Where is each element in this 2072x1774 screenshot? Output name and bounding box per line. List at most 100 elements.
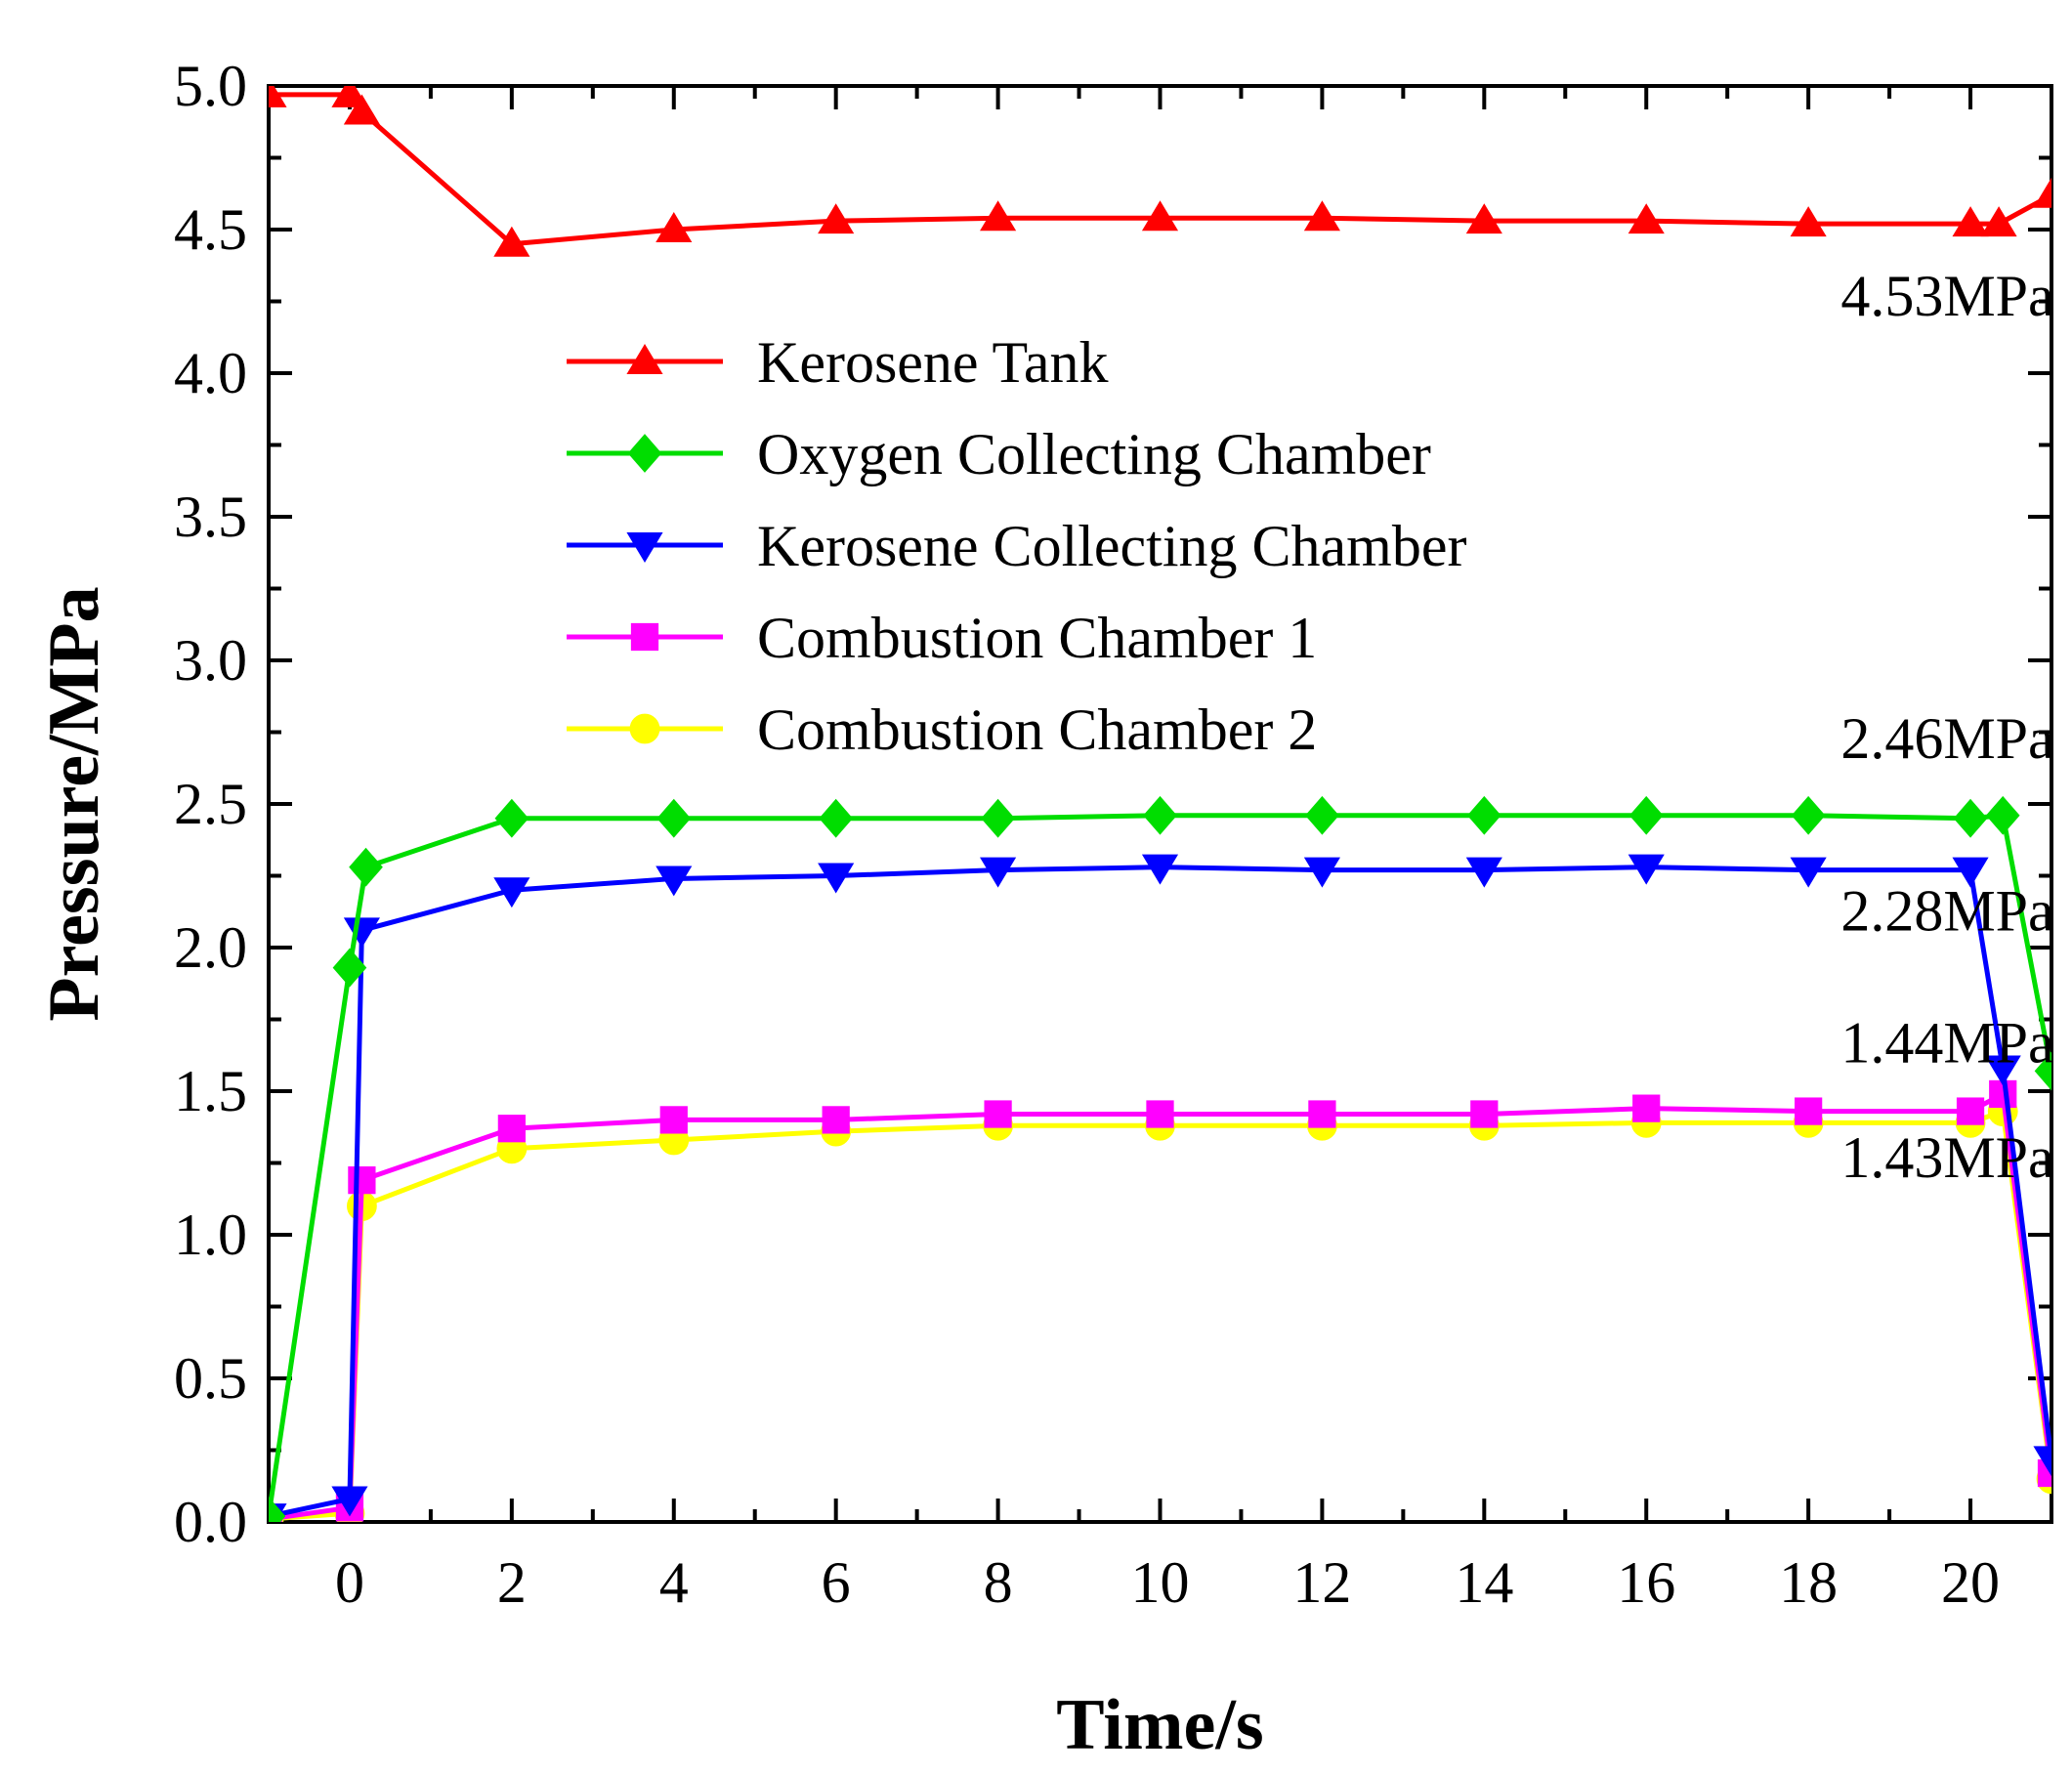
- series-marker: [818, 203, 855, 234]
- value-annotation: 1.44MPa: [1840, 1011, 2053, 1076]
- legend-entry: Oxygen Collecting Chamber: [567, 422, 1431, 486]
- legend-label: Combustion Chamber 1: [757, 606, 1317, 670]
- series-marker: [984, 1100, 1012, 1128]
- series-marker: [1956, 1097, 1985, 1125]
- series-marker: [1303, 857, 1340, 888]
- series-marker: [1465, 857, 1502, 888]
- series-kerosene-collecting-chamber: [269, 854, 2051, 1522]
- series-marker: [626, 344, 663, 374]
- x-tick-label: 14: [1455, 1550, 1513, 1615]
- series-marker: [1470, 1100, 1499, 1128]
- series-marker: [629, 713, 660, 744]
- series-marker: [655, 866, 693, 897]
- y-tick-label: 4.0: [174, 341, 247, 405]
- series-marker: [1308, 1100, 1336, 1128]
- series-marker: [1790, 206, 1827, 237]
- y-tick-label: 0.5: [174, 1346, 247, 1411]
- series-marker: [818, 863, 855, 894]
- series-marker: [332, 948, 367, 988]
- series-marker: [1790, 857, 1827, 888]
- series-marker: [1985, 795, 2020, 835]
- series-combustion-chamber-2: [269, 1096, 2051, 1522]
- series-marker: [1628, 203, 1665, 234]
- y-tick-label: 0.0: [174, 1490, 247, 1554]
- series-marker: [627, 434, 662, 473]
- series-marker: [493, 226, 530, 257]
- y-tick-label: 3.5: [174, 485, 247, 549]
- x-tick-label: 0: [335, 1550, 364, 1615]
- series-marker: [2033, 1446, 2051, 1477]
- series-marker: [1465, 203, 1502, 234]
- series-marker: [1466, 795, 1501, 835]
- series-line: [269, 1109, 2051, 1522]
- x-tick-label: 2: [497, 1550, 527, 1615]
- series-marker: [1632, 1094, 1661, 1122]
- series-marker: [1628, 854, 1665, 885]
- series-marker: [343, 94, 380, 125]
- series-marker: [1303, 200, 1340, 232]
- legend-entry: Kerosene Collecting Chamber: [567, 514, 1466, 578]
- y-tick-label: 5.0: [174, 54, 247, 118]
- series-marker: [1628, 795, 1664, 835]
- x-tick-label: 6: [822, 1550, 851, 1615]
- series-marker: [1952, 857, 1989, 888]
- series-marker: [981, 798, 1015, 838]
- y-axis-title: Pressure/MPa: [34, 586, 114, 1021]
- x-tick-label: 10: [1131, 1550, 1190, 1615]
- value-annotation: 2.46MPa: [1840, 706, 2053, 771]
- series-marker: [659, 1106, 688, 1134]
- series-marker: [2033, 177, 2051, 208]
- y-tick-label: 1.5: [174, 1059, 247, 1123]
- legend-label: Kerosene Collecting Chamber: [757, 514, 1466, 578]
- y-tick-label: 2.0: [174, 915, 247, 980]
- series-marker: [1989, 1079, 2017, 1109]
- value-annotation: 4.53MPa: [1840, 264, 2053, 328]
- series-marker: [1791, 795, 1826, 835]
- series-marker: [822, 1106, 850, 1134]
- series-line: [269, 813, 2051, 1517]
- series-marker: [1980, 206, 2017, 237]
- y-tick-label: 4.5: [174, 197, 247, 262]
- annotation-layer: 4.53MPa 2.46MPa 2.28MPa 1.44MPa 1.43MPa: [1840, 264, 2053, 1190]
- series-oxygen-collecting-chamber: [269, 795, 2051, 1522]
- legend-entry: Kerosene Tank: [567, 330, 1109, 395]
- y-tick-label: 3.0: [174, 628, 247, 693]
- series-marker: [819, 798, 854, 838]
- series-marker: [269, 1497, 286, 1522]
- y-tick-label: 1.0: [174, 1203, 247, 1267]
- x-tick-label: 8: [984, 1550, 1013, 1615]
- value-annotation: 2.28MPa: [1840, 878, 2053, 943]
- series-marker: [349, 847, 383, 887]
- series-marker: [1141, 854, 1179, 885]
- series-line: [269, 865, 2051, 1519]
- legend-label: Combustion Chamber 2: [757, 697, 1317, 762]
- series-marker: [1146, 1100, 1174, 1128]
- y-tick-label: 2.5: [174, 772, 247, 836]
- series-marker: [331, 1486, 368, 1517]
- series-marker: [626, 532, 663, 563]
- series-marker: [2034, 1051, 2051, 1091]
- legend-label: Kerosene Tank: [757, 330, 1109, 395]
- series-marker: [1143, 795, 1177, 835]
- series-marker: [656, 798, 692, 838]
- series-marker: [655, 212, 693, 242]
- series-marker: [1952, 206, 1989, 237]
- series-line: [269, 1091, 2051, 1522]
- legend-entry: Combustion Chamber 2: [567, 697, 1317, 762]
- series-kerosene-tank: [269, 86, 2051, 257]
- x-tick-label: 18: [1779, 1550, 1838, 1615]
- x-tick-label: 16: [1617, 1550, 1675, 1615]
- series-marker: [1141, 200, 1179, 232]
- legend-entry: Combustion Chamber 1: [567, 606, 1317, 670]
- x-tick-label: 20: [1941, 1550, 2000, 1615]
- series-marker: [348, 1166, 376, 1195]
- series-marker: [1984, 1055, 2021, 1086]
- series-marker: [497, 1115, 526, 1143]
- legend-label: Oxygen Collecting Chamber: [757, 422, 1431, 486]
- value-annotation: 1.43MPa: [1840, 1125, 2053, 1190]
- x-tick-label: 12: [1292, 1550, 1351, 1615]
- series-layer: [269, 86, 2051, 1522]
- series-marker: [343, 917, 380, 949]
- series-marker: [494, 798, 529, 838]
